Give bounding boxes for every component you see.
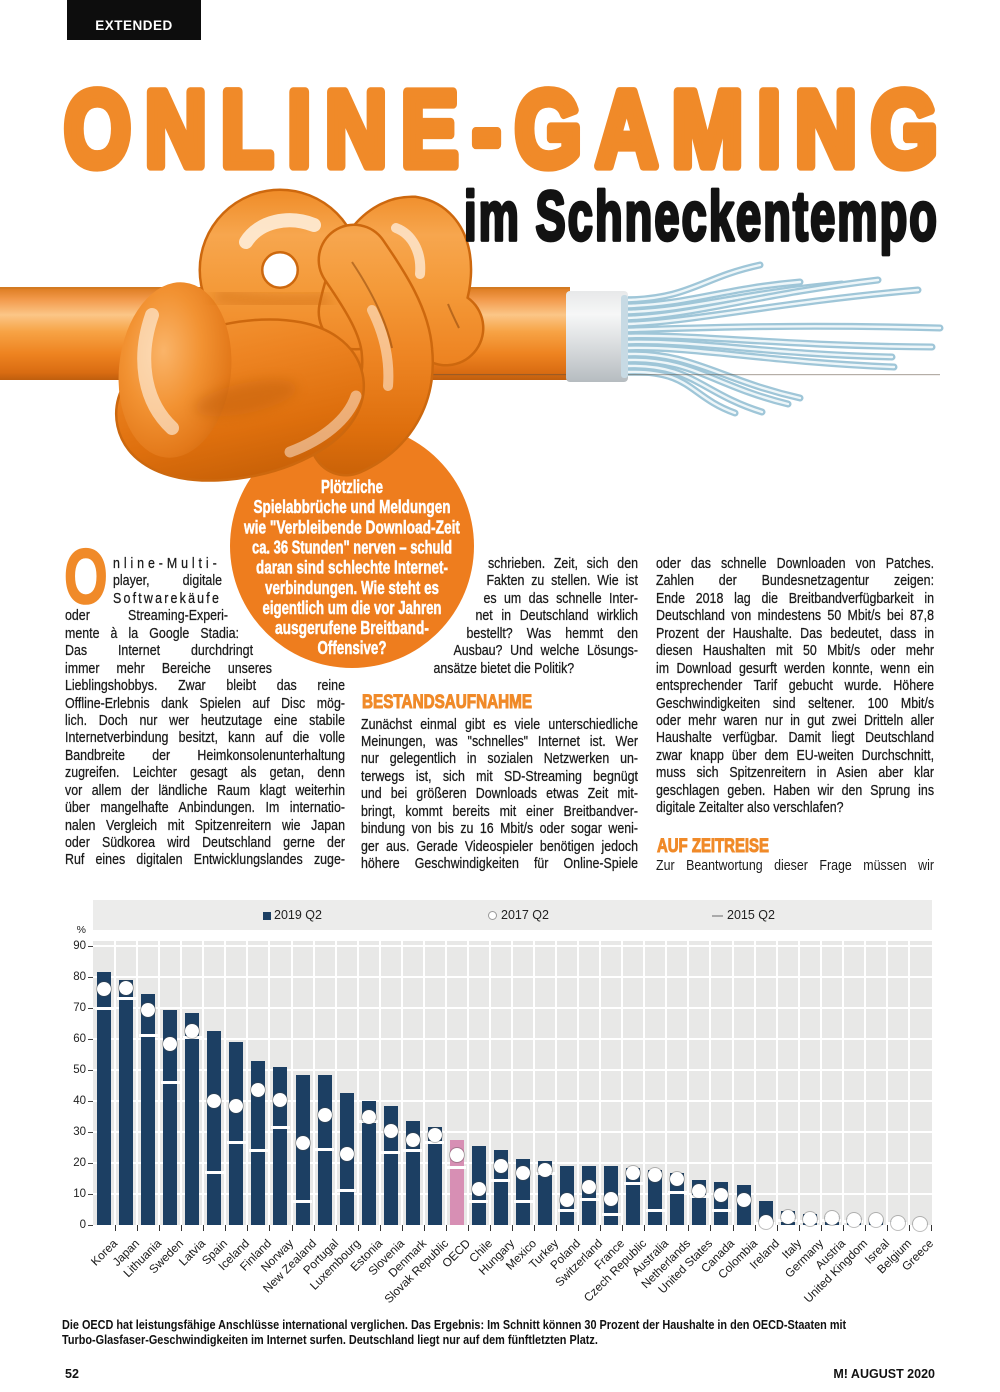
svg-text:Offensive?: Offensive? — [318, 638, 387, 658]
svg-text:wie "Verbleibende Download-Zei: wie "Verbleibende Download-Zeit — [243, 517, 460, 537]
svg-text:ca. 36 Stunden" nerven – schul: ca. 36 Stunden" nerven – schuld — [252, 537, 452, 557]
svg-text:eigentlich um die vor Jahren: eigentlich um die vor Jahren — [263, 598, 442, 618]
svg-text:im Schneckentempo: im Schneckentempo — [464, 178, 939, 255]
svg-text:ausgerufene Breitband-: ausgerufene Breitband- — [275, 618, 429, 638]
svg-text:verbindungen. Wie steht es: verbindungen. Wie steht es — [265, 578, 439, 598]
svg-text:ONLINE-GAMING: ONLINE-GAMING — [64, 69, 952, 190]
svg-text:Plötzliche: Plötzliche — [321, 477, 383, 497]
svg-text:daran sind schlechte Internet-: daran sind schlechte Internet- — [256, 558, 448, 578]
svg-text:Spielabbrüche und Meldungen: Spielabbrüche und Meldungen — [254, 497, 451, 517]
